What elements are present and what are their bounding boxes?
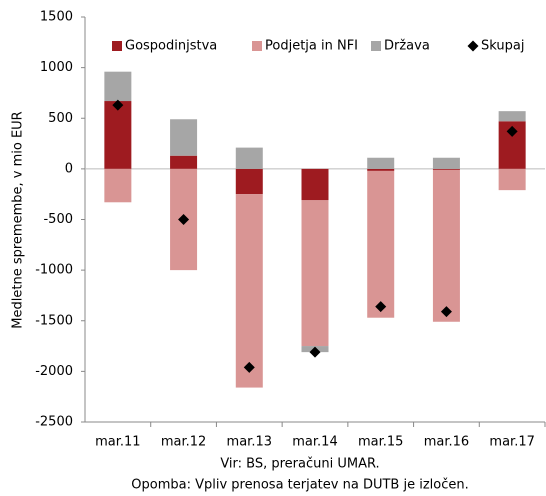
total-marker (112, 99, 124, 111)
total-marker (243, 361, 255, 373)
bar-segment (498, 168, 526, 191)
bar-segment (498, 111, 526, 122)
bar-segment (104, 101, 132, 169)
bar-segment (235, 194, 263, 388)
y-tick-label: -1500 (35, 313, 73, 328)
legend-label: Država (384, 39, 430, 54)
legend-label: Skupaj (481, 39, 524, 54)
bar-segment (104, 71, 132, 102)
legend-marker (467, 40, 479, 52)
y-tick-label: -2000 (35, 364, 73, 379)
bar-segment (367, 157, 395, 169)
y-axis-label: Medletne spremembe, v mio EUR (11, 111, 26, 328)
total-marker (440, 306, 452, 318)
legend-label: Gospodinjstva (125, 39, 217, 54)
footnote: Opomba: Vpliv prenosa terjatev na DUTB j… (131, 478, 468, 493)
bar-segment (301, 168, 329, 201)
bar-segment (235, 147, 263, 169)
bar-segment (432, 169, 460, 322)
y-tick-label: -1000 (35, 263, 73, 278)
bar-segment (301, 200, 329, 347)
x-tick-label: mar.13 (227, 435, 272, 450)
legend-swatch (252, 41, 262, 51)
bar-segment (170, 119, 198, 156)
y-tick-label: -500 (43, 212, 73, 227)
y-tick-label: -2500 (35, 415, 73, 430)
x-tick-label: mar.14 (292, 435, 337, 450)
x-tick-label: mar.16 (424, 435, 469, 450)
legend-swatch (371, 41, 381, 51)
source-note: Vir: BS, preračuni UMAR. (220, 457, 379, 472)
x-tick-label: mar.17 (489, 435, 534, 450)
x-tick-label: mar.15 (358, 435, 403, 450)
legend-label: Podjetja in NFI (265, 39, 358, 54)
y-tick-label: 1500 (40, 10, 73, 25)
bar-segment (170, 155, 198, 169)
total-marker (309, 346, 321, 358)
total-marker (506, 125, 518, 137)
bar-segment (432, 157, 460, 169)
bar-segment (432, 168, 460, 170)
y-tick-label: 0 (65, 161, 73, 176)
y-tick-label: 1000 (40, 60, 73, 75)
bar-segment (367, 170, 395, 318)
legend-swatch (112, 41, 122, 51)
bar-segment (104, 168, 132, 203)
x-tick-label: mar.12 (161, 435, 206, 450)
y-tick-label: 500 (48, 111, 73, 126)
x-tick-label: mar.11 (95, 435, 140, 450)
total-marker (375, 301, 387, 313)
total-marker (178, 214, 190, 225)
bar-segment (235, 168, 263, 195)
bar-segment (367, 168, 395, 171)
